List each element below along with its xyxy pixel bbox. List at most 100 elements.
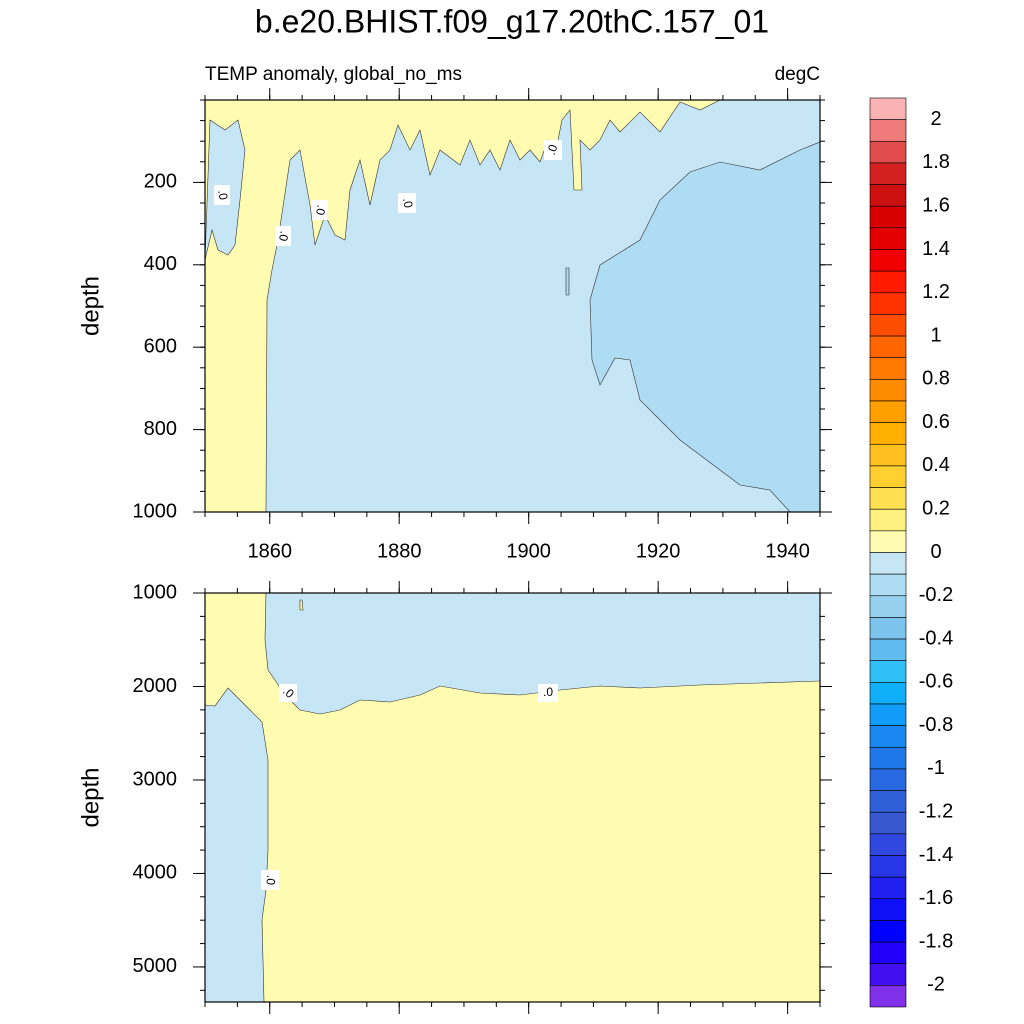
colorbar-box	[869, 227, 907, 250]
colorbar-label: -1.8	[919, 930, 953, 952]
x-tick-label: 1920	[636, 540, 681, 562]
colorbar-box	[869, 898, 907, 921]
contour-label: .0 .0 .0 .0 .0	[214, 140, 562, 246]
right-string: degC	[775, 64, 820, 85]
colorbar-label: 1.6	[922, 194, 950, 216]
colorbar-label: 0.8	[922, 368, 950, 390]
colorbar-box	[869, 617, 907, 640]
colorbar-label: -1.4	[919, 844, 953, 866]
colorbar-box	[869, 184, 907, 207]
colorbar-box	[869, 703, 907, 726]
x-tick-label: 1880	[377, 540, 422, 562]
contour-region	[299, 599, 304, 611]
contour-label-text: .0	[313, 204, 329, 217]
colorbar-box	[869, 595, 907, 618]
colorbar-box	[869, 682, 907, 705]
colorbar-box	[869, 97, 907, 120]
colorbar-box	[869, 963, 907, 986]
colorbar-box	[869, 876, 907, 900]
y-tick-label: 2000	[133, 675, 178, 697]
colorbar-box	[869, 487, 907, 510]
colorbar-label: -0.6	[919, 671, 953, 693]
colorbar-label: -0.2	[919, 584, 953, 606]
x-tick-label: 1900	[506, 540, 551, 562]
colorbar-box	[869, 530, 907, 553]
colorbar-label: -1.6	[919, 887, 953, 909]
colorbar-box	[869, 790, 907, 813]
colorbar-box	[869, 140, 907, 164]
colorbar-box	[869, 292, 907, 315]
chart-title: b.e20.BHIST.f09_g17.20thC.157_01	[255, 3, 769, 39]
contour-label-text: .0	[276, 230, 292, 243]
colorbar-box	[869, 314, 907, 337]
y-axis-label: depth	[77, 276, 104, 336]
y-tick-label: 600	[144, 335, 177, 357]
colorbar-box	[869, 335, 907, 359]
colorbar-box	[869, 638, 907, 662]
colorbar-box	[869, 357, 907, 380]
colorbar-label: -1	[927, 757, 945, 779]
contour-region	[565, 267, 570, 296]
colorbar-label: -1.2	[919, 800, 953, 822]
contour-label-text: .0	[215, 189, 231, 202]
colorbar-label: 2	[930, 108, 941, 130]
colorbar-box	[869, 833, 907, 856]
colorbar-box	[869, 508, 907, 532]
x-tick-label: 1940	[765, 540, 810, 562]
colorbar-box	[869, 422, 907, 445]
colorbar-label: 0.6	[922, 411, 950, 433]
y-tick-label: 1000	[133, 500, 178, 522]
colorbar-box	[869, 270, 907, 294]
colorbar-box	[869, 985, 907, 1008]
left-string: TEMP anomaly, global_no_ms	[205, 64, 462, 85]
colorbar-box	[869, 768, 907, 791]
plot-frame	[204, 592, 821, 1003]
y-tick-label: 800	[144, 418, 177, 440]
contour-label-text: .0	[543, 685, 553, 699]
colorbar-box	[869, 162, 907, 185]
colorbar-box	[869, 811, 907, 835]
colorbar-box	[869, 552, 907, 575]
contour-panel: .0 .0 .0 .0 .0	[205, 100, 820, 512]
colorbar-box	[869, 119, 907, 142]
y-axis-label: depth	[77, 767, 104, 827]
colorbar-box	[869, 573, 907, 597]
contour-region	[205, 687, 269, 1002]
y-tick-label: 5000	[133, 955, 178, 977]
colorbar-label: 1	[930, 324, 941, 346]
colorbar-label: -0.8	[919, 714, 953, 736]
colorbar-box	[869, 941, 907, 965]
colorbar-box	[869, 660, 907, 683]
colorbar-label: 1.8	[922, 151, 950, 173]
colorbar-label: -2	[927, 974, 945, 996]
contour-label: .0 .0 .0	[261, 684, 558, 890]
colorbar-box	[869, 725, 907, 748]
y-tick-label: 200	[144, 171, 177, 193]
colorbar-box	[869, 205, 907, 229]
colorbar-label: 0.2	[922, 497, 950, 519]
colorbar-label: 1.4	[922, 238, 950, 260]
y-tick-label: 4000	[133, 862, 178, 884]
contour-region	[589, 141, 820, 512]
contour-panel: .0 .0 .0	[205, 593, 820, 1002]
contour-label-text: .0	[400, 197, 416, 210]
colorbar-label: -0.4	[919, 627, 953, 649]
colorbar-box	[869, 465, 907, 488]
colorbar-box	[869, 443, 907, 467]
y-tick-label: 1000	[133, 581, 178, 603]
colorbar-box	[869, 920, 907, 943]
colorbar-label: 0.4	[922, 454, 950, 476]
x-tick-label: 1860	[247, 540, 292, 562]
colorbar-label: 1.2	[922, 281, 950, 303]
y-tick-label: 400	[144, 253, 177, 275]
colorbar-box	[869, 249, 907, 272]
contour-label-text: .0	[263, 874, 278, 886]
contour-region	[205, 100, 721, 512]
colorbar-box	[869, 379, 907, 402]
colorbar-label: 0	[930, 541, 941, 563]
colorbar-box	[869, 746, 907, 770]
y-tick-label: 3000	[133, 768, 178, 790]
contour-label-text: .0	[544, 142, 561, 156]
colorbar-box	[869, 400, 907, 423]
